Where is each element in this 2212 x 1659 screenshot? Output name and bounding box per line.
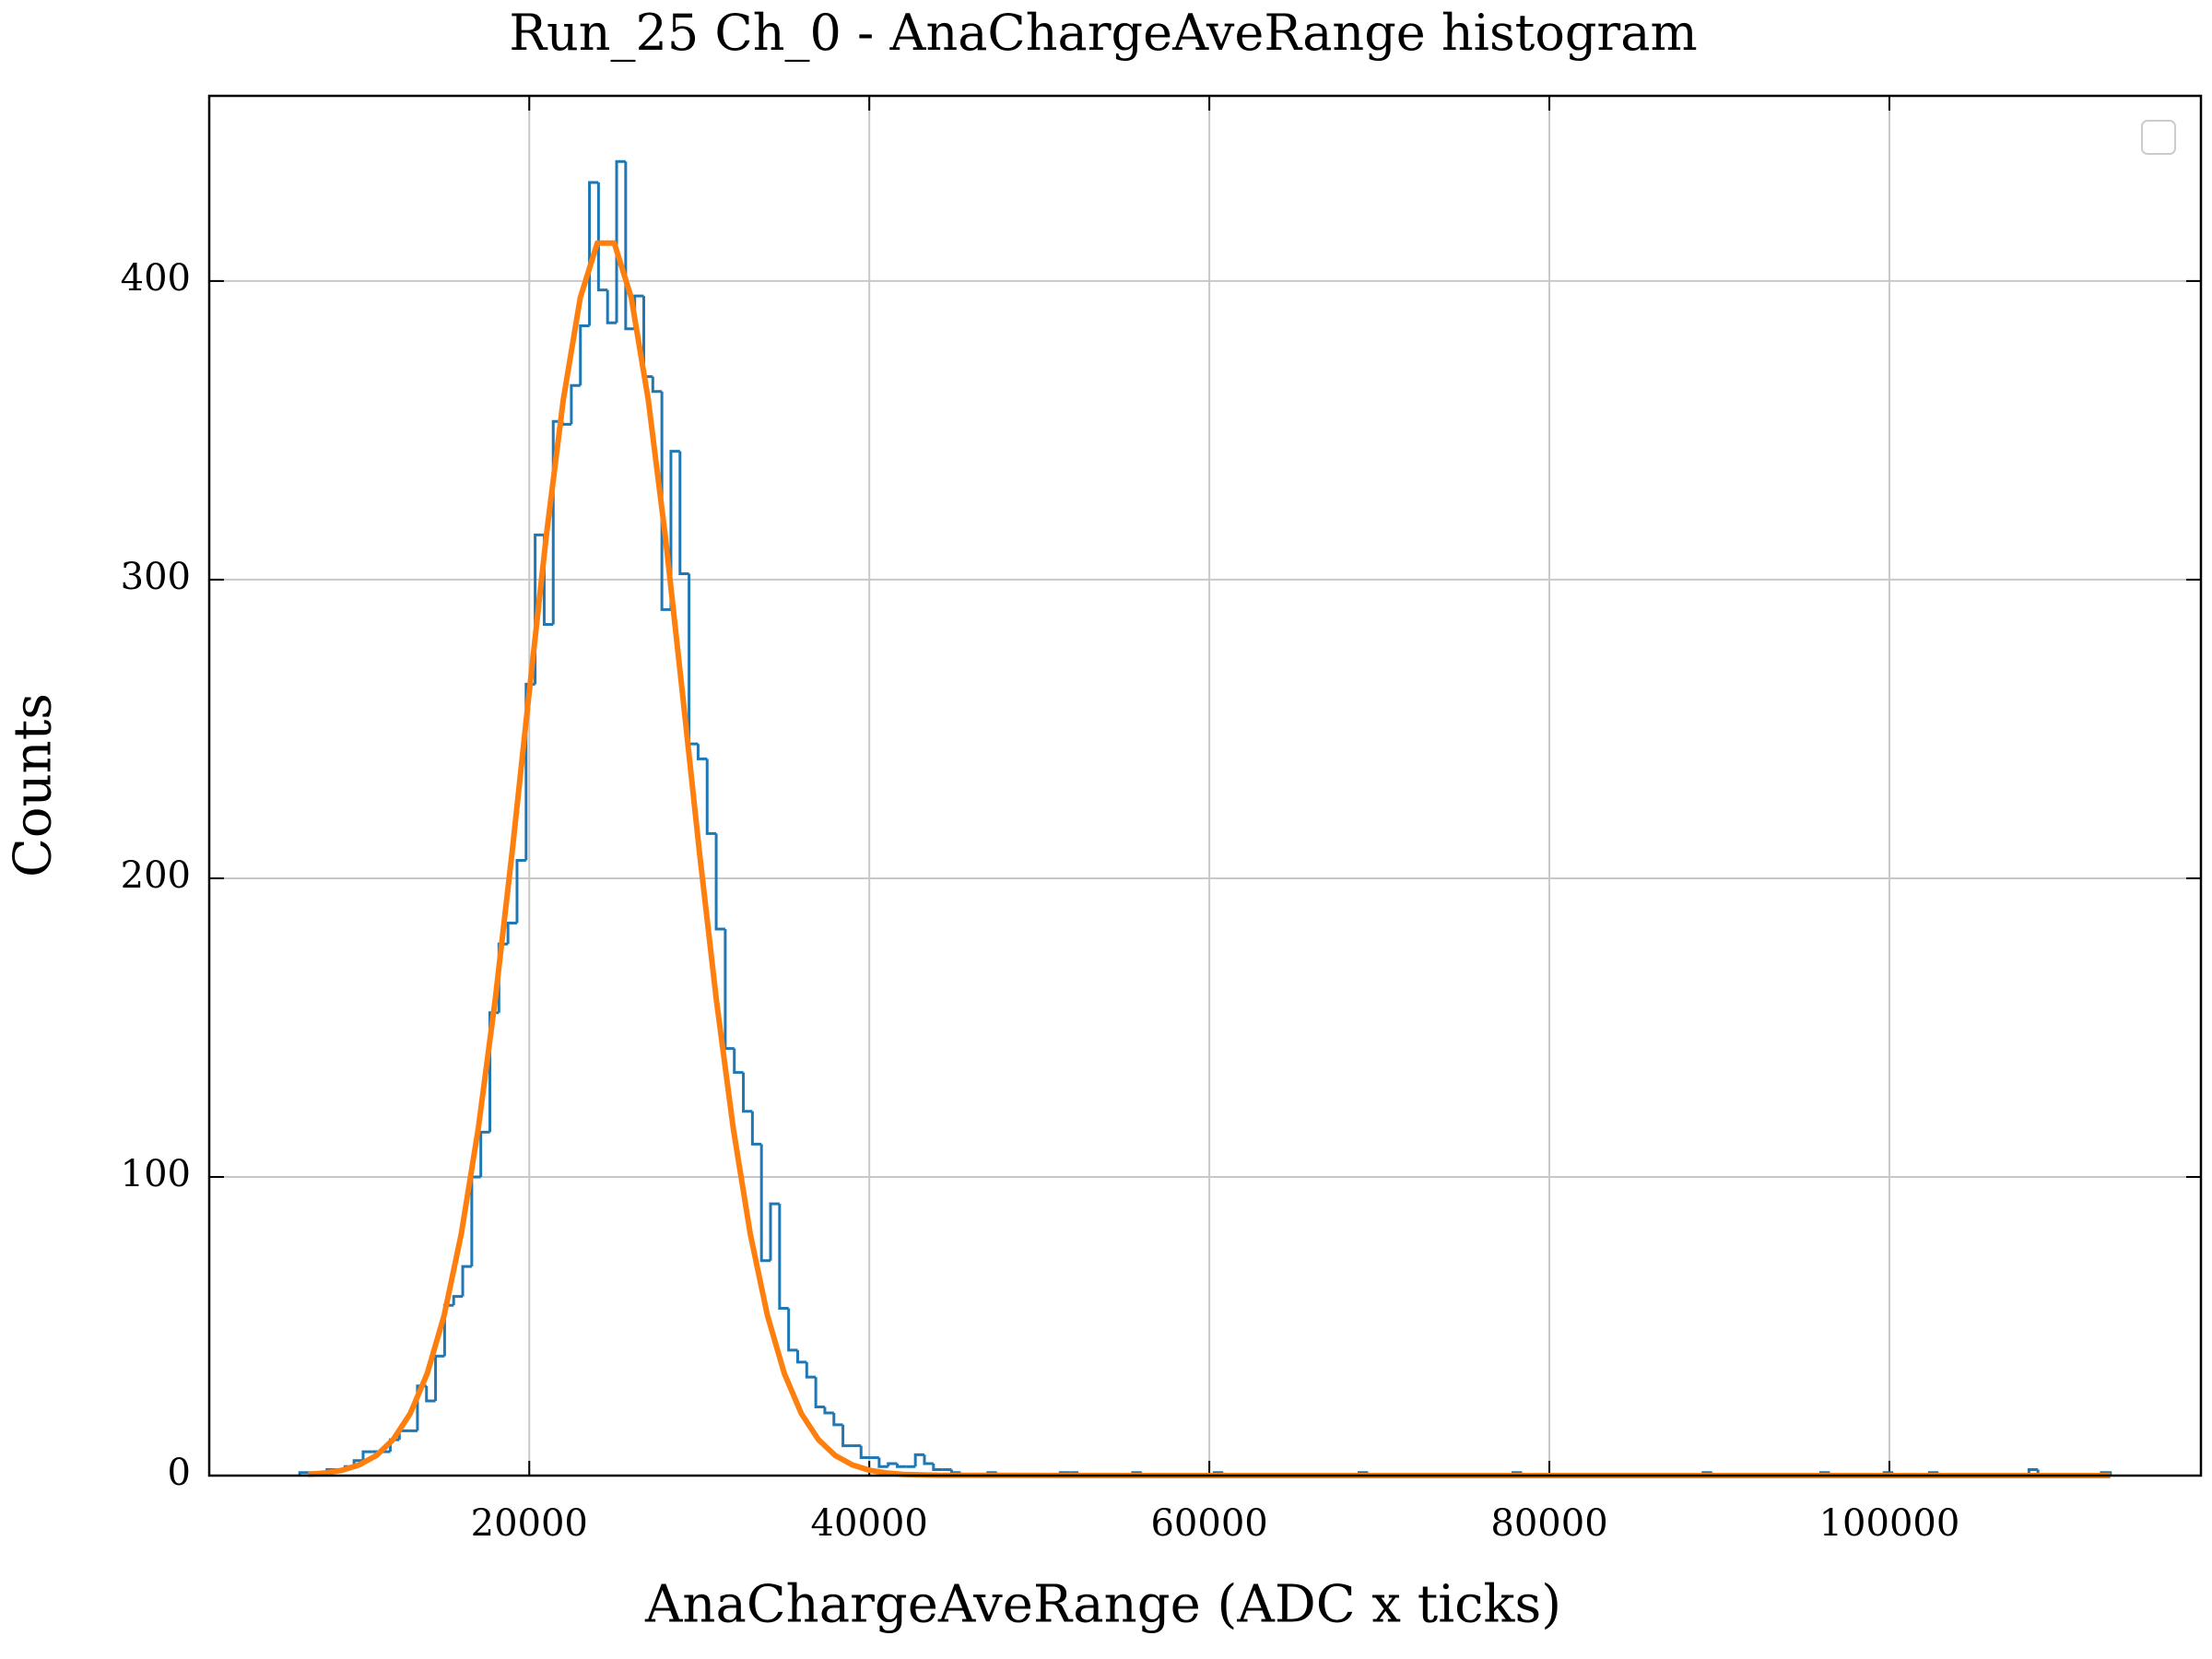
fit-curve <box>308 240 2111 1478</box>
histogram-bin <box>588 181 599 326</box>
histogram-bin <box>714 833 725 931</box>
histogram-bin <box>750 1111 762 1146</box>
histogram-bin <box>733 1048 744 1075</box>
plot-frame <box>207 94 2203 1477</box>
histogram-bin <box>814 1377 825 1408</box>
histogram-bin <box>896 1464 907 1468</box>
chart-title: Run_25 Ch_0 - AnaChargeAveRange histogra… <box>509 4 1697 62</box>
y-tick-label: 200 <box>121 854 191 897</box>
histogram-bin <box>778 1204 789 1311</box>
histogram-bin <box>696 744 708 760</box>
histogram-bin <box>795 1349 807 1364</box>
histogram-bin <box>742 1072 753 1113</box>
histogram-bin <box>470 1175 481 1267</box>
histogram-bin <box>624 161 635 331</box>
histogram-bin <box>688 573 699 746</box>
histogram-bin <box>859 1445 871 1460</box>
histogram-bin <box>805 1361 817 1379</box>
y-axis-label: Counts <box>4 693 64 877</box>
x-tick-label: 20000 <box>471 1502 588 1545</box>
histogram-bin <box>887 1462 898 1467</box>
histogram-bin <box>841 1424 853 1448</box>
histogram-bin <box>823 1406 834 1415</box>
histogram-bin <box>479 1130 490 1177</box>
histogram-bin <box>361 1450 372 1461</box>
legend <box>2141 120 2176 155</box>
histogram-bin <box>425 1385 436 1403</box>
histogram-bin <box>596 182 608 292</box>
histogram-bin <box>678 451 689 575</box>
histogram-bin <box>669 450 680 610</box>
histogram-bin <box>452 1295 464 1306</box>
x-tick-label: 40000 <box>811 1502 928 1545</box>
histogram-bin <box>705 759 717 835</box>
histogram-bin <box>949 1469 961 1475</box>
histogram-bin <box>434 1354 445 1401</box>
histogram-bin <box>506 922 517 945</box>
y-tick-label: 100 <box>121 1153 191 1195</box>
histogram-bin <box>570 383 581 425</box>
x-tick-label: 100000 <box>1819 1502 1960 1545</box>
histogram-bin <box>724 929 735 1051</box>
y-tick-label: 400 <box>121 257 191 300</box>
histogram-bin <box>787 1308 798 1352</box>
histogram-bin <box>759 1144 771 1263</box>
histogram-bin <box>579 324 590 386</box>
x-axis-label: AnaChargeAveRange (ADC x ticks) <box>644 1575 1561 1635</box>
histogram-bin <box>461 1265 472 1297</box>
histogram-bin <box>606 289 618 324</box>
x-tick-label: 80000 <box>1490 1502 1607 1545</box>
histogram-bin <box>651 376 663 394</box>
x-tick-label: 60000 <box>1150 1502 1267 1545</box>
histogram-bin <box>615 159 626 324</box>
histogram-bin <box>515 859 526 924</box>
histogram-bin <box>660 391 671 611</box>
y-tick-label: 0 <box>168 1452 191 1494</box>
histogram-bin <box>913 1453 924 1467</box>
y-tick-label: 300 <box>121 556 191 598</box>
histogram-bin <box>769 1202 780 1261</box>
histogram-bin <box>832 1412 843 1427</box>
histogram-bin <box>923 1454 934 1465</box>
histogram-bin <box>877 1457 888 1468</box>
histogram-bin <box>932 1464 943 1472</box>
